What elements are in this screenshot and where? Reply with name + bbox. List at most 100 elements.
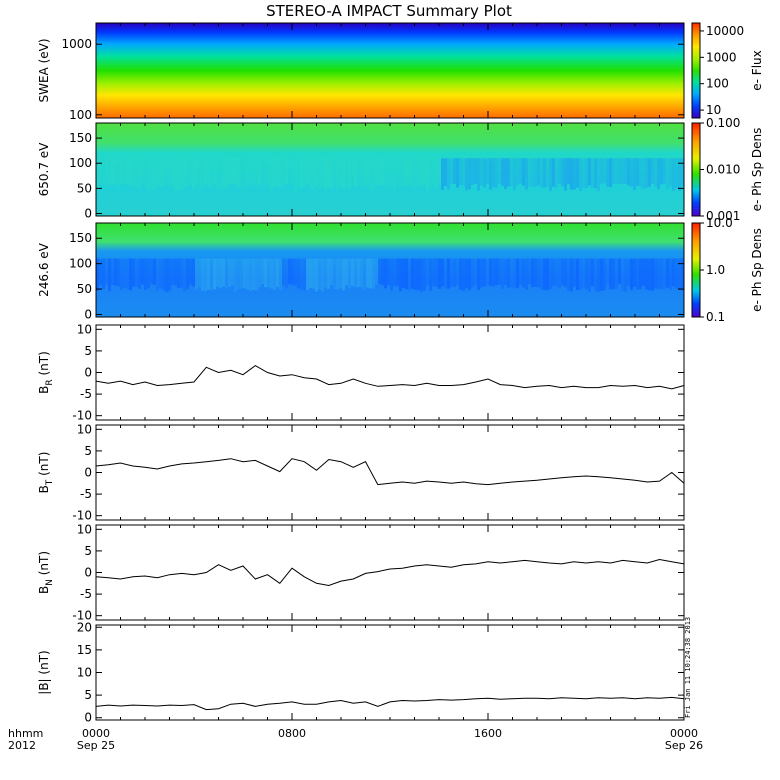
y-axis-pa246: 150 100 50 0 xyxy=(69,231,684,321)
spectrogram-column xyxy=(402,158,405,187)
y-label-main: B xyxy=(37,586,51,594)
x-tick-label-time: 0000 xyxy=(82,727,110,740)
panel-pa246: 10.0 1.0 0.1 e- Ph Sp Dens 150 100 50 0 246.6 eV xyxy=(37,216,764,324)
spectrogram-column xyxy=(669,158,672,187)
spectrogram-column xyxy=(114,158,117,187)
spectrogram-column xyxy=(150,258,153,285)
spectrogram-column xyxy=(456,158,459,188)
spectrogram-column xyxy=(483,258,486,287)
y-tick-label: 0 xyxy=(84,711,92,725)
spectrogram-column xyxy=(492,158,495,188)
spectrogram-column xyxy=(99,258,102,286)
y-axis-br: 10 5 0 -5 -10 xyxy=(72,322,684,423)
spectrogram-column xyxy=(123,158,126,186)
y-axis-label-bt: BT (nT) xyxy=(37,452,55,494)
spectrogram-column xyxy=(105,158,108,187)
spectrogram-column xyxy=(537,158,540,185)
spectrogram-column xyxy=(339,158,342,189)
spectrogram-column xyxy=(600,158,603,184)
spectrogram-column xyxy=(366,158,369,186)
spectrogram-column xyxy=(579,158,582,192)
spectrogram-column xyxy=(189,258,192,285)
y-axis-bn: 10 5 0 -5 -10 xyxy=(72,522,684,623)
spectrogram-column xyxy=(510,158,513,187)
spectrogram-column xyxy=(354,258,357,288)
spectrogram-column xyxy=(237,258,240,290)
panel-frame xyxy=(95,524,685,621)
spectrogram-column xyxy=(444,258,447,290)
y-label-main: |B| (nT) xyxy=(37,650,51,694)
spectrogram-column xyxy=(378,258,381,285)
spectrogram-column xyxy=(534,258,537,287)
spectrogram-column xyxy=(186,158,189,186)
spectrogram-column xyxy=(495,158,498,188)
y-tick-label: 5 xyxy=(84,444,92,458)
spectrogram-column xyxy=(495,258,498,286)
colorbar-tick-label: 1000 xyxy=(706,50,737,64)
spectrogram-column xyxy=(504,258,507,286)
spectrogram-column xyxy=(381,158,384,186)
spectrogram-column xyxy=(363,158,366,185)
spectrogram-column xyxy=(630,158,633,187)
spectrogram-column xyxy=(309,258,312,288)
y-tick-label: 100 xyxy=(69,257,92,271)
spectrogram-column xyxy=(666,258,669,288)
spectrogram-column xyxy=(555,158,558,188)
spectrogram-column xyxy=(240,158,243,190)
y-label-main: B xyxy=(37,485,51,493)
spectrogram-column xyxy=(444,158,447,186)
spectrogram-column xyxy=(552,158,555,187)
spectrogram-column xyxy=(318,158,321,191)
spectrogram-column xyxy=(339,258,342,289)
colorbar-tick-label: 1.0 xyxy=(706,263,725,277)
spectrogram-column xyxy=(270,258,273,289)
spectrogram-column xyxy=(438,158,441,185)
spectrogram-column xyxy=(288,258,291,285)
spectrogram-column xyxy=(195,158,198,186)
spectrogram-column xyxy=(219,158,222,192)
spectrogram-column xyxy=(681,158,684,187)
spectrogram-column xyxy=(324,258,327,288)
spectrogram-column xyxy=(645,258,648,290)
spectrogram-column xyxy=(522,258,525,288)
spectrogram-column xyxy=(654,158,657,187)
spectrogram-column xyxy=(108,158,111,189)
spectrogram-column xyxy=(396,258,399,286)
spectrogram-column xyxy=(372,158,375,192)
spectrogram-column xyxy=(648,258,651,291)
spectrogram-column xyxy=(420,258,423,292)
spectrogram-column xyxy=(480,158,483,186)
colorbar-tick-label: 0.001 xyxy=(706,209,740,223)
spectrogram-column xyxy=(258,258,261,288)
colorbar-tick-label: 0.010 xyxy=(706,163,740,177)
spectrogram-column xyxy=(354,158,357,187)
spectrogram-column xyxy=(513,158,516,191)
spectrogram-column xyxy=(432,158,435,186)
spectrogram-column xyxy=(645,158,648,188)
y-axis-bmag: 20 15 10 5 0 xyxy=(77,620,684,725)
spectrogram-column xyxy=(291,258,294,285)
spectrogram-column xyxy=(606,158,609,187)
spectrogram-column xyxy=(207,158,210,187)
spectrogram-column xyxy=(639,258,642,289)
spectrogram-column xyxy=(165,258,168,292)
colorbar-label: e- Ph Sp Dens xyxy=(750,128,764,212)
spectrogram-column xyxy=(126,158,129,184)
spectrogram-column xyxy=(429,258,432,291)
spectrogram-column xyxy=(105,258,108,285)
spectrogram-column xyxy=(300,158,303,188)
spectrogram-column xyxy=(282,158,285,186)
spectrogram-column xyxy=(513,258,516,288)
spectrogram-column xyxy=(441,258,444,287)
y-tick-label: 50 xyxy=(77,181,92,195)
spectrogram-column xyxy=(228,158,231,185)
spectrogram-column xyxy=(573,258,576,287)
spectrogram-column xyxy=(351,258,354,287)
colorbar-label: e- Ph Sp Dens xyxy=(750,228,764,312)
spectrogram-column xyxy=(423,158,426,184)
colorbar-pa246: 10.0 1.0 0.1 e- Ph Sp Dens xyxy=(691,216,764,324)
spectrogram-column xyxy=(429,158,432,188)
y-tick-label: 150 xyxy=(69,231,92,245)
spectrogram-column xyxy=(357,158,360,189)
